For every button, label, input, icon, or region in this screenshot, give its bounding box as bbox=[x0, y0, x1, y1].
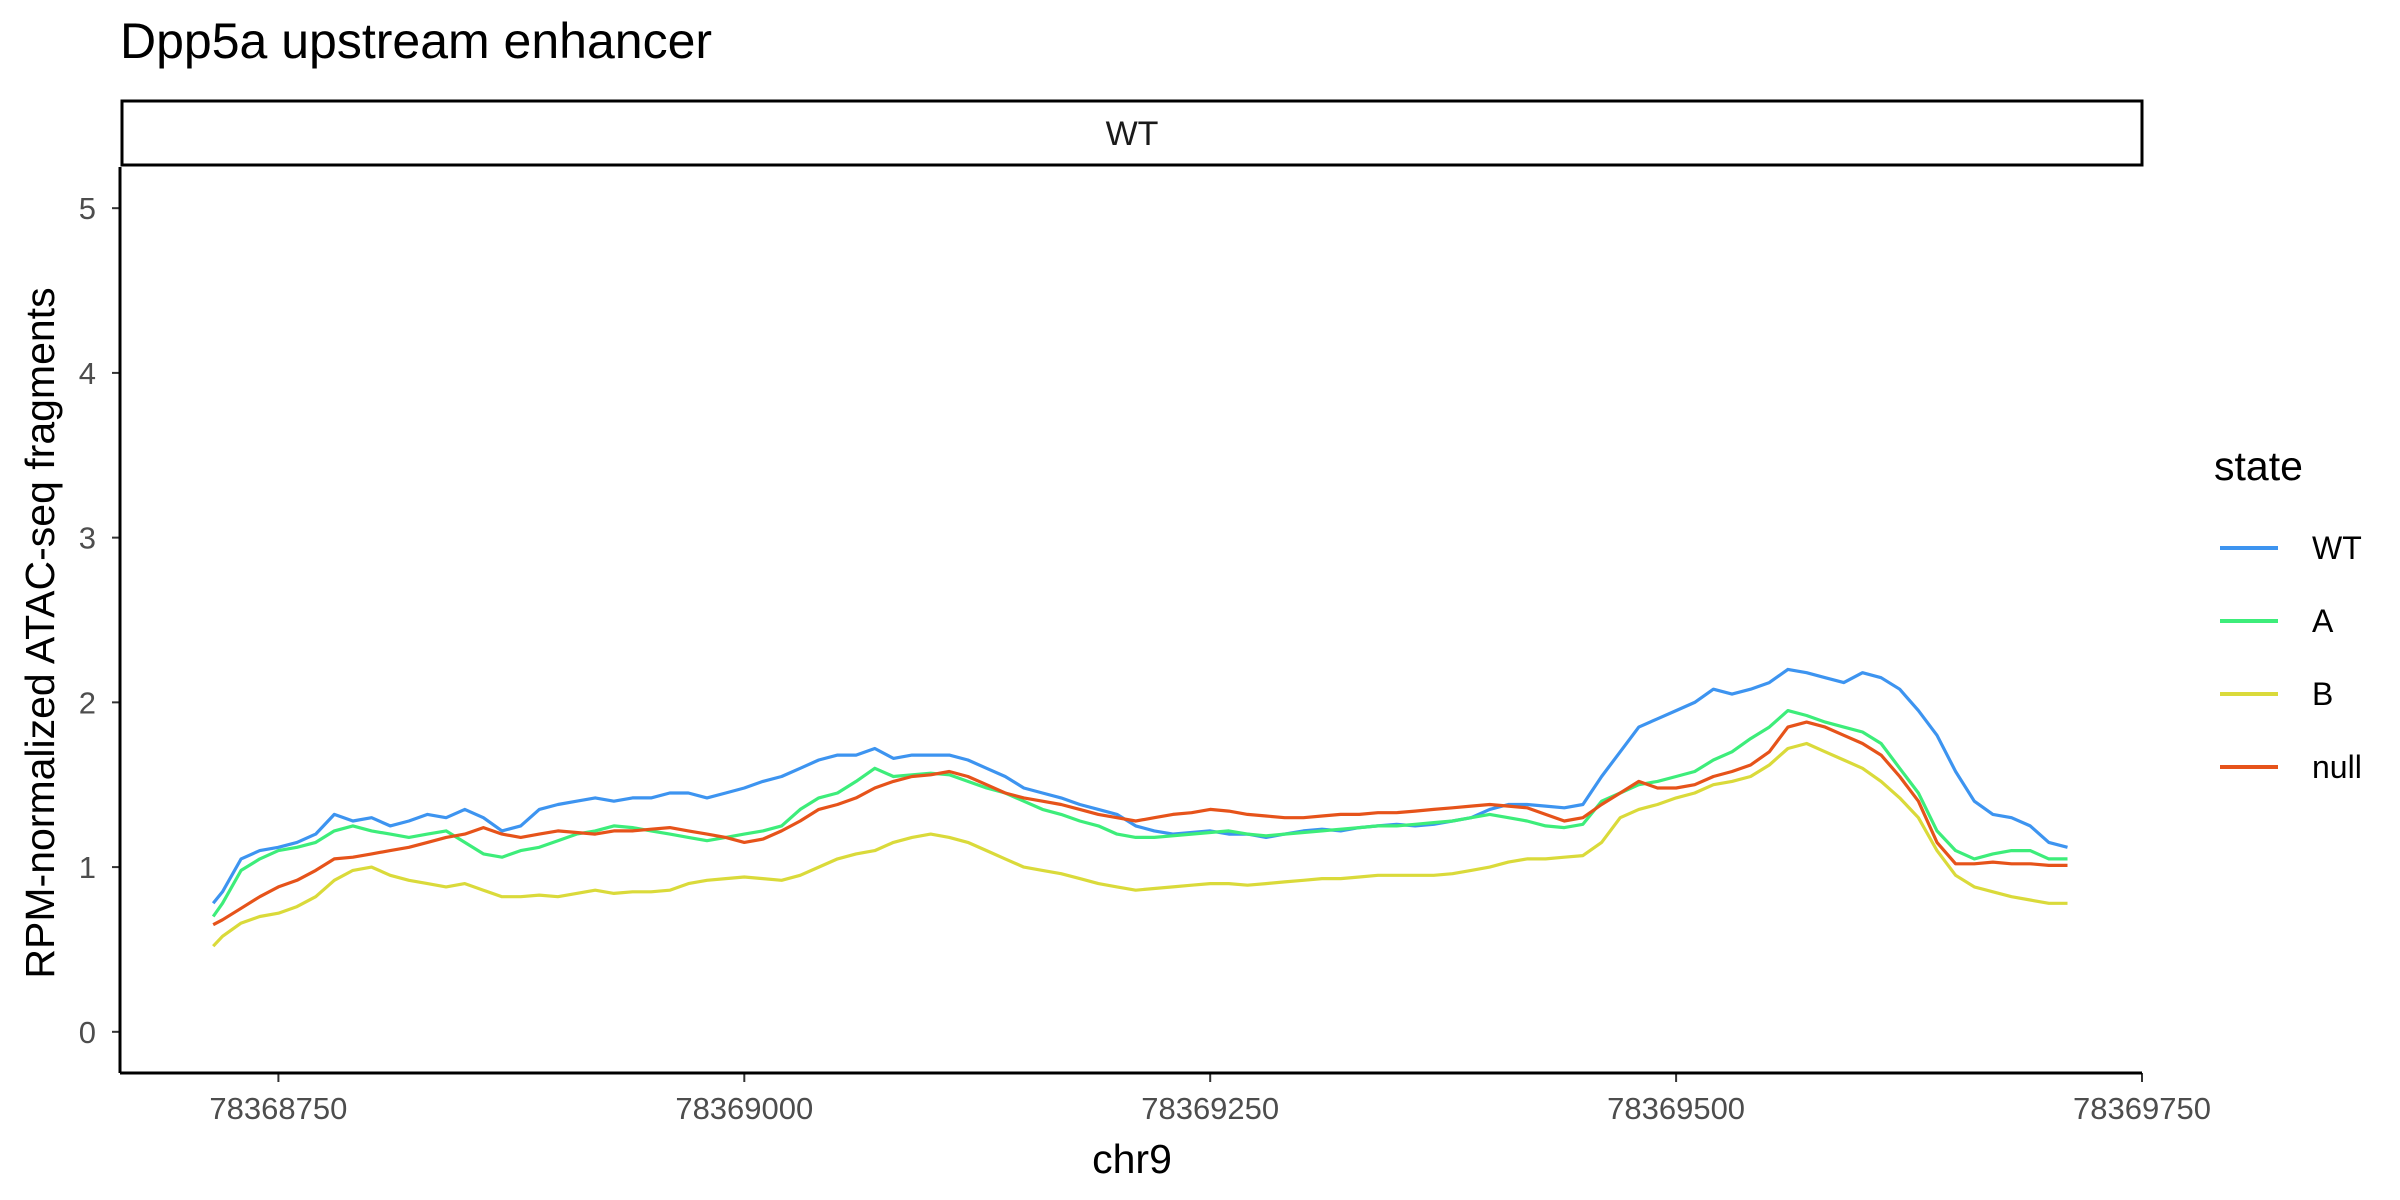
legend-item-null: null bbox=[2220, 749, 2362, 785]
facet-strip-box bbox=[120, 99, 2144, 167]
series-lines bbox=[211, 667, 2068, 948]
legend-item-A: A bbox=[2220, 603, 2334, 639]
facet-strip-label: WT bbox=[1106, 115, 1159, 153]
y-tick-label: 4 bbox=[79, 356, 96, 391]
legend-item-WT: WT bbox=[2220, 530, 2362, 566]
y-axis-title: RPM-normalized ATAC-seq fragments bbox=[17, 287, 63, 978]
y-tick-label: 3 bbox=[79, 521, 96, 556]
legend-title: state bbox=[2214, 443, 2303, 489]
y-axis-ticks: 0 1 2 3 4 5 bbox=[79, 191, 120, 1050]
y-tick-label: 2 bbox=[79, 685, 96, 720]
chart-title: Dpp5a upstream enhancer bbox=[120, 13, 712, 69]
series-line-WT bbox=[211, 667, 2068, 905]
x-tick-label: 78369000 bbox=[675, 1091, 813, 1126]
legend-label-A: A bbox=[2312, 603, 2334, 639]
series-line-null bbox=[212, 720, 2068, 927]
y-tick-label: 0 bbox=[79, 1015, 96, 1050]
x-tick-label: 78369250 bbox=[1141, 1091, 1279, 1126]
y-tick-label: 1 bbox=[79, 850, 96, 885]
x-axis-title: chr9 bbox=[1092, 1136, 1172, 1182]
x-tick-label: 78369750 bbox=[2073, 1091, 2211, 1126]
x-tick-label: 78368750 bbox=[209, 1091, 347, 1126]
y-tick-label: 5 bbox=[79, 191, 96, 226]
series-line-A bbox=[211, 708, 2068, 918]
x-tick-label: 78369500 bbox=[1607, 1091, 1745, 1126]
series-line-B bbox=[212, 741, 2068, 948]
legend-label-B: B bbox=[2312, 676, 2333, 712]
x-axis-ticks: 78368750 78369000 78369250 78369500 78369750 bbox=[209, 1073, 2211, 1126]
legend-item-B: B bbox=[2220, 676, 2333, 712]
legend-label-null: null bbox=[2312, 749, 2362, 785]
facet-strip: WT bbox=[120, 99, 2144, 167]
legend-label-WT: WT bbox=[2312, 530, 2362, 566]
